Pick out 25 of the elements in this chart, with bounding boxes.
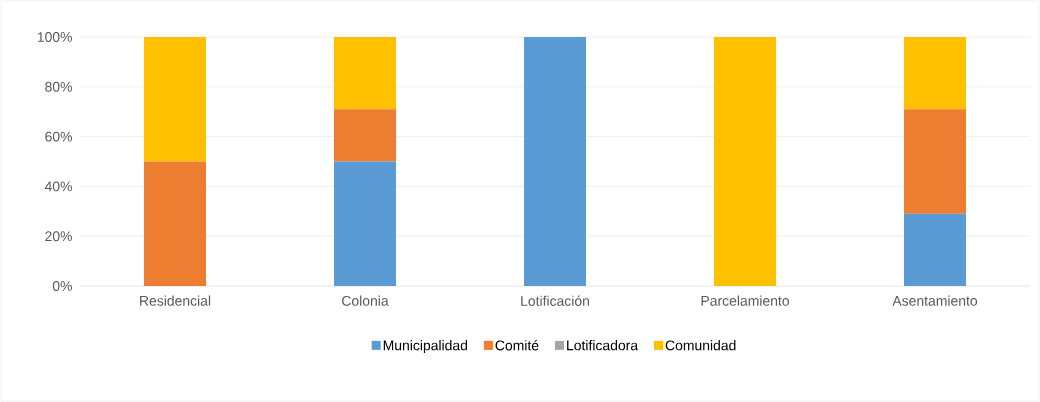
legend-label: Comunidad	[665, 340, 736, 351]
bar	[334, 161, 397, 286]
x-tick-label: Asentamiento	[892, 295, 978, 306]
bar	[904, 109, 967, 214]
x-tick-label: Parcelamiento	[701, 295, 789, 306]
y-tick-label: 80%	[45, 81, 72, 92]
y-tick-label: 40%	[44, 181, 72, 192]
bar	[714, 37, 777, 286]
legend-label: Lotificadora	[567, 340, 639, 351]
bar	[904, 213, 967, 286]
bar	[524, 37, 587, 286]
x-tick-label: Residencial	[140, 295, 211, 306]
y-tick-label: 20%	[45, 231, 72, 242]
bar	[334, 109, 397, 162]
bar	[144, 161, 207, 286]
x-tick-label: Lotificación	[521, 295, 589, 306]
bar	[904, 37, 967, 110]
y-tick-label: 0%	[52, 281, 72, 291]
bar	[144, 37, 207, 162]
legend-label: Comité	[495, 339, 539, 351]
legend-label: Municipalidad	[383, 340, 468, 354]
y-tick-label: 100%	[37, 32, 72, 42]
bar	[334, 37, 397, 110]
x-tick-label: Colonia	[342, 295, 389, 306]
y-tick-label: 60%	[45, 131, 72, 142]
